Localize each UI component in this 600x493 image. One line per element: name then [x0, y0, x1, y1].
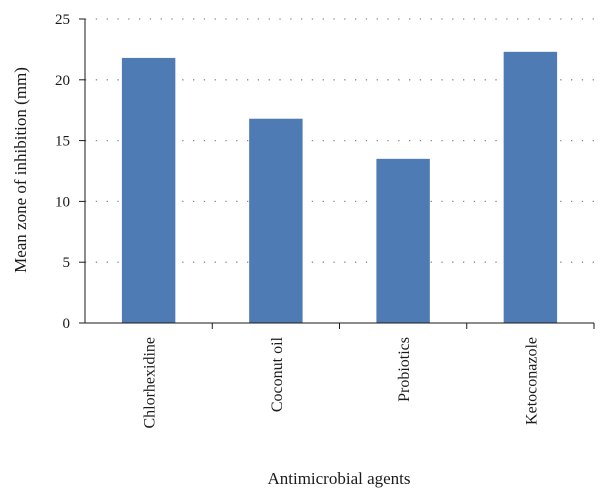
y-tick-label: 20: [55, 73, 70, 89]
y-tick-label: 5: [63, 255, 71, 271]
bar-ketoconazole: [503, 51, 558, 323]
y-tick-label: 0: [63, 316, 71, 332]
y-tick-label: 15: [55, 134, 70, 150]
y-tick-label: 25: [55, 12, 70, 28]
x-tick-labels: Chlorhexidine Coconut oil Probiotics Ketoco…: [142, 323, 595, 429]
x-tick-label: Probiotics: [396, 337, 413, 402]
y-axis-title: Mean zone of inhibition (mm): [11, 67, 30, 273]
y-tick-labels: 0 5 10 15 20 25: [55, 12, 85, 332]
x-tick-label: Coconut oil: [269, 336, 286, 412]
x-axis-title: Antimicrobial agents: [267, 469, 410, 488]
bar-chlorhexidine: [121, 57, 176, 324]
bar-probiotics: [376, 158, 430, 323]
y-tick-label: 10: [55, 194, 70, 210]
x-tick-label: Ketoconazole: [523, 337, 540, 425]
x-tick-label: Chlorhexidine: [142, 337, 159, 429]
bars: [121, 51, 558, 324]
bar-coconut-oil: [249, 118, 303, 323]
